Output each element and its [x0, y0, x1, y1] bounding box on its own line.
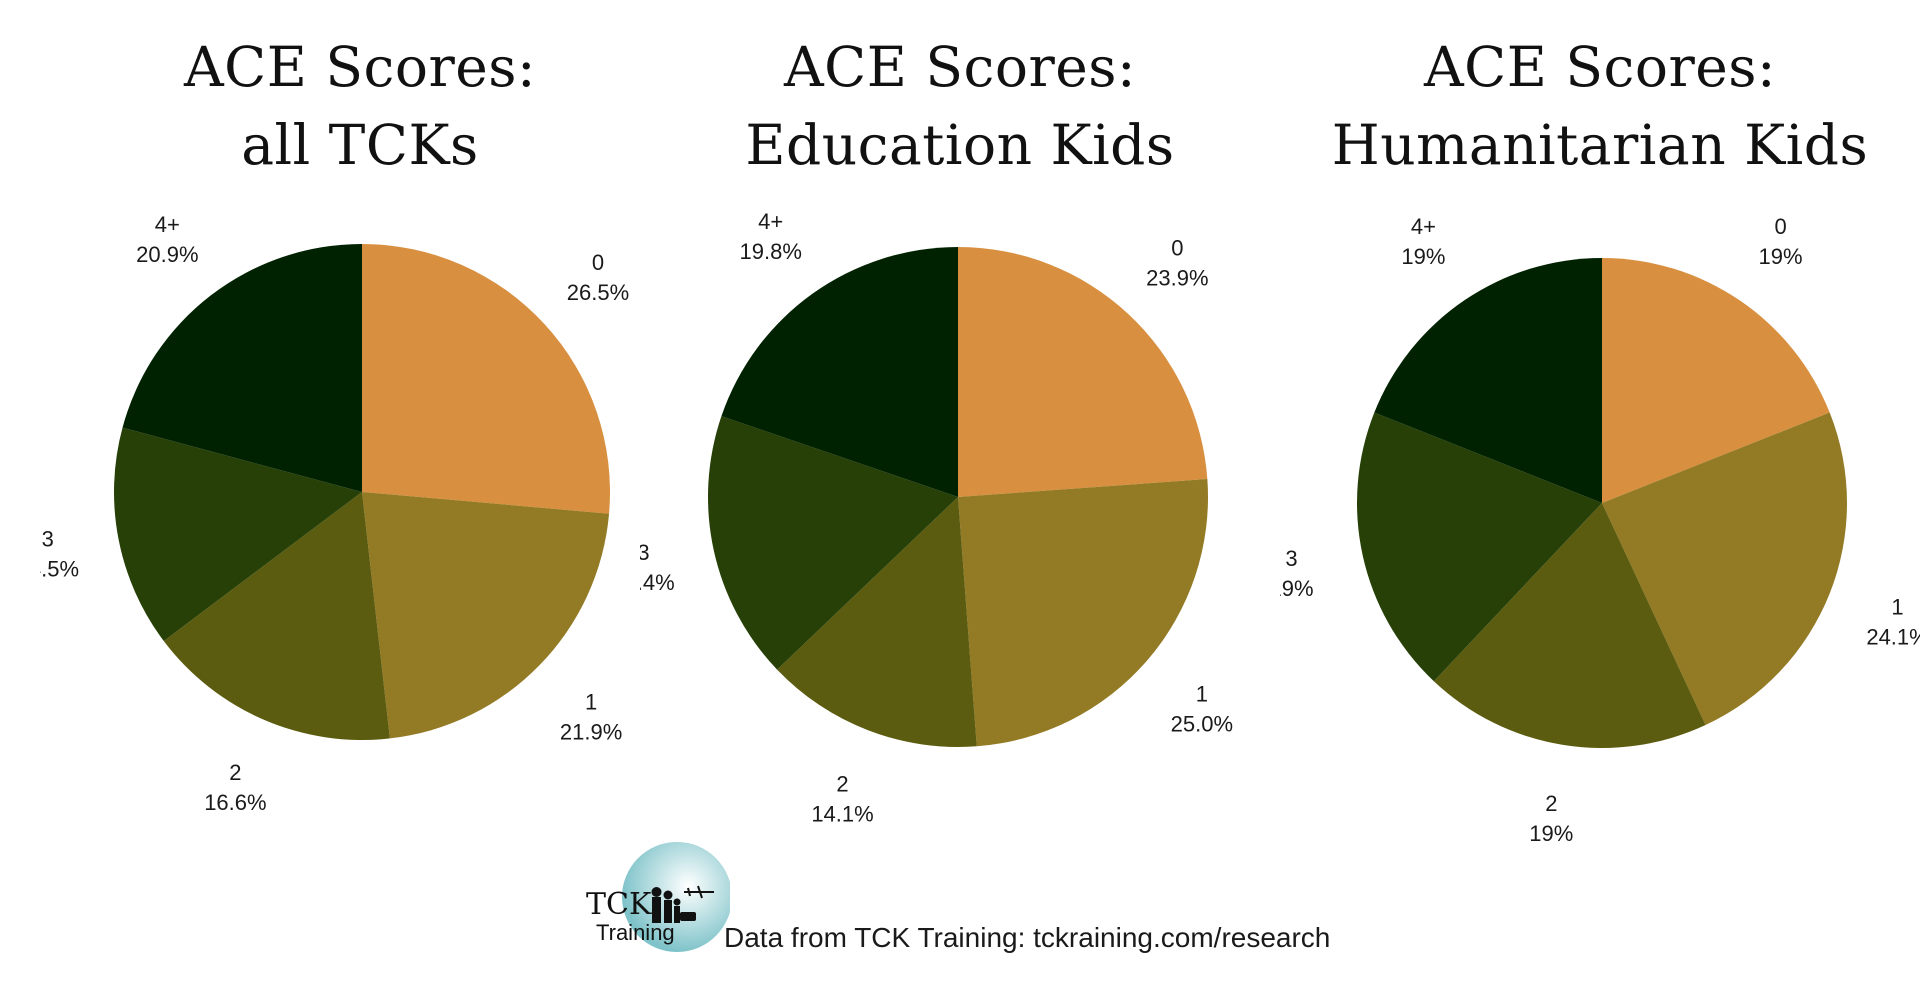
chart-title: ACE Scores: all TCKs [40, 28, 680, 184]
pie-slice-3 [114, 427, 362, 642]
slice-category-label: 4+ [758, 209, 783, 234]
slice-value-label: 19% [1759, 244, 1803, 269]
slice-category-label: 3 [640, 540, 650, 565]
pie-slice-4plus [721, 247, 958, 497]
chart-title: ACE Scores: Education Kids [640, 28, 1280, 184]
pie-slice-0 [362, 244, 610, 514]
slice-category-label: 1 [1891, 594, 1903, 619]
slice-value-label: 19.8% [740, 239, 802, 264]
pie-chart-education-kids: ACE Scores: Education Kids 0 23.9% 1 25.0% 2… [640, 0, 1280, 860]
data-source-text: Data from TCK Training: tckraining.com/r… [724, 922, 1331, 953]
pie-chart-humanitarian-kids: ACE Scores: Humanitarian Kids 0 19% 1 24.1%… [1280, 0, 1920, 860]
slice-category-label: 2 [229, 760, 241, 785]
chart-title: ACE Scores: Humanitarian Kids [1280, 28, 1920, 184]
logo-plane-icon [684, 885, 714, 899]
slice-value-label: 21.9% [560, 719, 622, 744]
pie-slice-2 [777, 497, 977, 747]
logo-text-training: Training [596, 920, 675, 945]
slice-category-label: 0 [592, 250, 604, 275]
pie-slice-2 [163, 492, 390, 740]
slice-value-label: 17.4% [640, 570, 675, 595]
slice-value-label: 19% [1529, 821, 1573, 846]
slice-value-label: 19% [1401, 244, 1445, 269]
pie-slice-0 [958, 247, 1208, 497]
chart-title-line-1: ACE Scores: [183, 35, 537, 99]
slice-value-label: 19% [1280, 576, 1314, 601]
slice-category-label: 4+ [155, 212, 180, 237]
slice-value-label: 14.1% [811, 802, 873, 827]
slice-value-label: 20.9% [136, 242, 198, 267]
pie-slice-1 [1602, 412, 1847, 726]
slice-value-label: 14.5% [40, 557, 79, 582]
pie-svg: 0 23.9% 1 25.0% 2 14.1% 3 17.4% 4+ 19.8% [640, 209, 1233, 827]
slice-category-label: 3 [1285, 546, 1297, 571]
slice-category-label: 0 [1774, 214, 1786, 239]
logo-family-icon [651, 887, 696, 923]
slice-category-label: 0 [1171, 235, 1183, 260]
chart-title-line-2: Education Kids [745, 113, 1175, 177]
slice-value-label: 24.1% [1866, 624, 1920, 649]
slice-category-label: 1 [585, 689, 597, 714]
chart-title-line-1: ACE Scores: [783, 35, 1137, 99]
logo-text-tck: TCK [586, 887, 652, 922]
pie-slice-1 [362, 492, 610, 739]
pie-slice-0 [1602, 258, 1830, 503]
chart-title-line-2: all TCKs [241, 113, 479, 177]
slice-value-label: 23.9% [1146, 265, 1208, 290]
tck-training-logo: TCK Training [586, 842, 730, 952]
pie-slice-3 [1357, 412, 1602, 682]
pie-svg: 0 26.5% 1 21.9% 2 16.6% 3 14.5% 4+ 20.9% [40, 212, 629, 815]
slice-category-label: 2 [836, 772, 848, 797]
slice-value-label: 16.6% [204, 790, 266, 815]
pie-chart-all-tcks: ACE Scores: all TCKs 0 26.5% 1 21.9% 2 16.6% 3… [40, 0, 680, 860]
chart-title-line-1: ACE Scores: [1423, 35, 1777, 99]
pie-slice-1 [958, 478, 1208, 747]
logo-circle [622, 842, 730, 952]
pie-svg: 0 19% 1 24.1% 2 19% 3 19% 4+ 19% [1280, 214, 1920, 846]
chart-title-line-2: Humanitarian Kids [1331, 113, 1869, 177]
pie-slice-4plus [1374, 258, 1602, 503]
pie-slice-2 [1433, 503, 1706, 748]
slice-category-label: 3 [42, 527, 54, 552]
slice-category-label: 1 [1196, 681, 1208, 706]
slice-category-label: 4+ [1411, 214, 1436, 239]
pie-slice-3 [708, 416, 958, 670]
slice-value-label: 25.0% [1171, 711, 1233, 736]
slice-value-label: 26.5% [567, 280, 629, 305]
slice-category-label: 2 [1545, 791, 1557, 816]
pie-slice-4plus [122, 244, 362, 492]
